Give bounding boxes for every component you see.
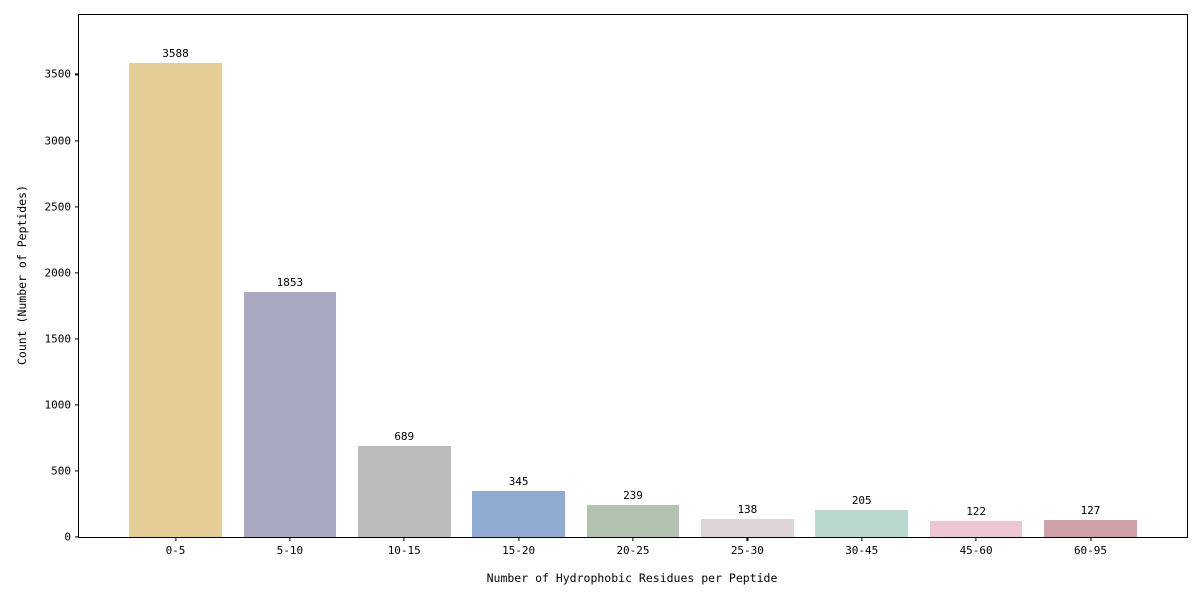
x-tick-label: 25-30	[730, 544, 764, 557]
bar-value-label: 138	[737, 502, 758, 516]
x-tick-mark	[174, 537, 177, 541]
bar-5-10	[243, 292, 337, 537]
bar-value-label: 122	[966, 504, 987, 518]
bar-10-15	[357, 445, 451, 537]
x-tick-label: 0-5	[165, 544, 186, 557]
x-tick-label: 45-60	[959, 544, 993, 557]
y-tick-mark	[75, 536, 79, 538]
y-tick-label: 2500	[44, 200, 72, 214]
bar-value-label: 345	[508, 475, 529, 489]
y-tick-label: 1500	[44, 332, 72, 346]
bar-value-label: 239	[623, 489, 643, 503]
x-axis-label: Number of Hydrophobic Residues per Pepti…	[486, 571, 778, 585]
x-tick-label: 15-20	[502, 544, 536, 557]
x-tick-label: 30-45	[845, 544, 879, 557]
x-tick-label: 10-15	[387, 544, 421, 557]
y-tick-label: 0	[64, 530, 71, 544]
x-tick-mark	[861, 537, 863, 541]
y-tick-label: 1000	[44, 398, 72, 412]
bar-value-label: 205	[851, 493, 872, 507]
y-tick-mark	[75, 272, 79, 274]
x-tick-mark	[289, 537, 291, 541]
bar-60-95	[1044, 520, 1137, 537]
x-tick-label: 60-95	[1073, 544, 1108, 557]
bar-value-label: 3588	[162, 46, 189, 60]
x-tick-mark	[632, 537, 634, 541]
y-tick-label: 500	[51, 464, 71, 478]
y-tick-mark	[75, 404, 79, 406]
bar-value-label: 127	[1080, 504, 1101, 518]
bar-25-30	[701, 518, 794, 537]
bar-45-60	[929, 520, 1023, 537]
y-tick-mark	[75, 73, 79, 76]
x-tick-label: 5-10	[276, 544, 304, 557]
x-tick-mark	[746, 537, 748, 541]
x-tick-mark	[518, 537, 520, 541]
plot-area: 3588 0-5 1853 5-10 689 10-15 345 15-20 239 20-25 1…	[45, 14, 1188, 556]
y-axis-label: Count (Number of Peptides)	[15, 184, 29, 366]
y-tick-mark	[75, 470, 79, 472]
y-tick-mark	[75, 206, 79, 208]
x-tick-label: 20-25	[616, 544, 650, 557]
bar-20-25	[586, 505, 680, 537]
bar-0-5	[129, 62, 222, 537]
x-tick-mark	[1089, 537, 1092, 541]
bar-value-label: 1853	[276, 276, 304, 290]
x-tick-mark	[975, 537, 977, 541]
y-tick-mark	[75, 139, 79, 142]
y-tick-mark	[75, 338, 79, 340]
x-tick-mark	[403, 537, 405, 541]
bar-15-20	[472, 491, 565, 537]
y-tick-label: 3500	[44, 67, 72, 81]
bar-30-45	[815, 509, 909, 537]
y-tick-label: 3000	[44, 134, 72, 148]
bar-value-label: 689	[394, 429, 415, 443]
y-tick-label: 2000	[44, 266, 72, 280]
